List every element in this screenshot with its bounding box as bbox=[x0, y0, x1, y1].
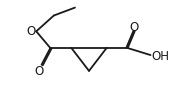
Text: O: O bbox=[34, 64, 44, 77]
Text: OH: OH bbox=[151, 50, 169, 63]
Text: O: O bbox=[26, 24, 36, 37]
Text: O: O bbox=[129, 20, 138, 33]
